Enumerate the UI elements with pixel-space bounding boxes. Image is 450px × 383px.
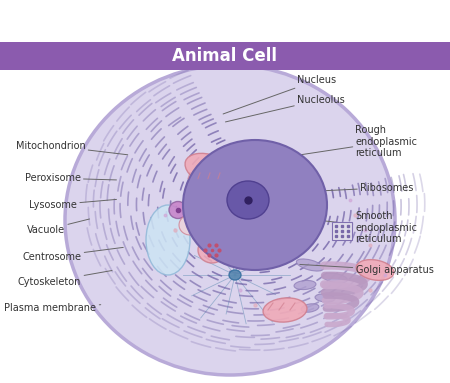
Ellipse shape: [323, 273, 347, 283]
Ellipse shape: [297, 259, 324, 271]
Text: Lysosome: Lysosome: [29, 200, 117, 210]
Text: Smooth
endoplasmic
reticulum: Smooth endoplasmic reticulum: [304, 211, 418, 244]
Bar: [332, 222, 352, 240]
Text: Animal Cell: Animal Cell: [172, 47, 278, 65]
Text: Mitochondrion: Mitochondrion: [16, 141, 128, 155]
Ellipse shape: [198, 237, 226, 263]
Text: Centrosome: Centrosome: [22, 247, 123, 262]
Ellipse shape: [356, 260, 394, 280]
Text: Ribosomes: Ribosomes: [295, 183, 414, 193]
Text: Rough
endoplasmic
reticulum: Rough endoplasmic reticulum: [288, 125, 418, 158]
Ellipse shape: [315, 294, 335, 302]
Ellipse shape: [169, 201, 187, 218]
Bar: [0, 42, 450, 70]
Ellipse shape: [294, 280, 316, 290]
Ellipse shape: [227, 181, 269, 219]
Text: Cytoskeleton: Cytoskeleton: [18, 270, 112, 286]
Text: Nucleolus: Nucleolus: [225, 95, 345, 122]
Ellipse shape: [183, 140, 327, 270]
Ellipse shape: [301, 304, 319, 312]
Text: Plasma membrane: Plasma membrane: [4, 303, 101, 313]
Ellipse shape: [229, 270, 241, 280]
Text: Vacuole: Vacuole: [27, 219, 90, 235]
Text: Golgi apparatus: Golgi apparatus: [300, 264, 433, 275]
Ellipse shape: [65, 65, 395, 375]
Ellipse shape: [146, 205, 190, 275]
Ellipse shape: [185, 153, 235, 187]
Text: Peroxisome: Peroxisome: [25, 173, 117, 183]
Ellipse shape: [263, 298, 307, 322]
Ellipse shape: [179, 215, 201, 235]
Text: Nucleus: Nucleus: [223, 75, 336, 114]
